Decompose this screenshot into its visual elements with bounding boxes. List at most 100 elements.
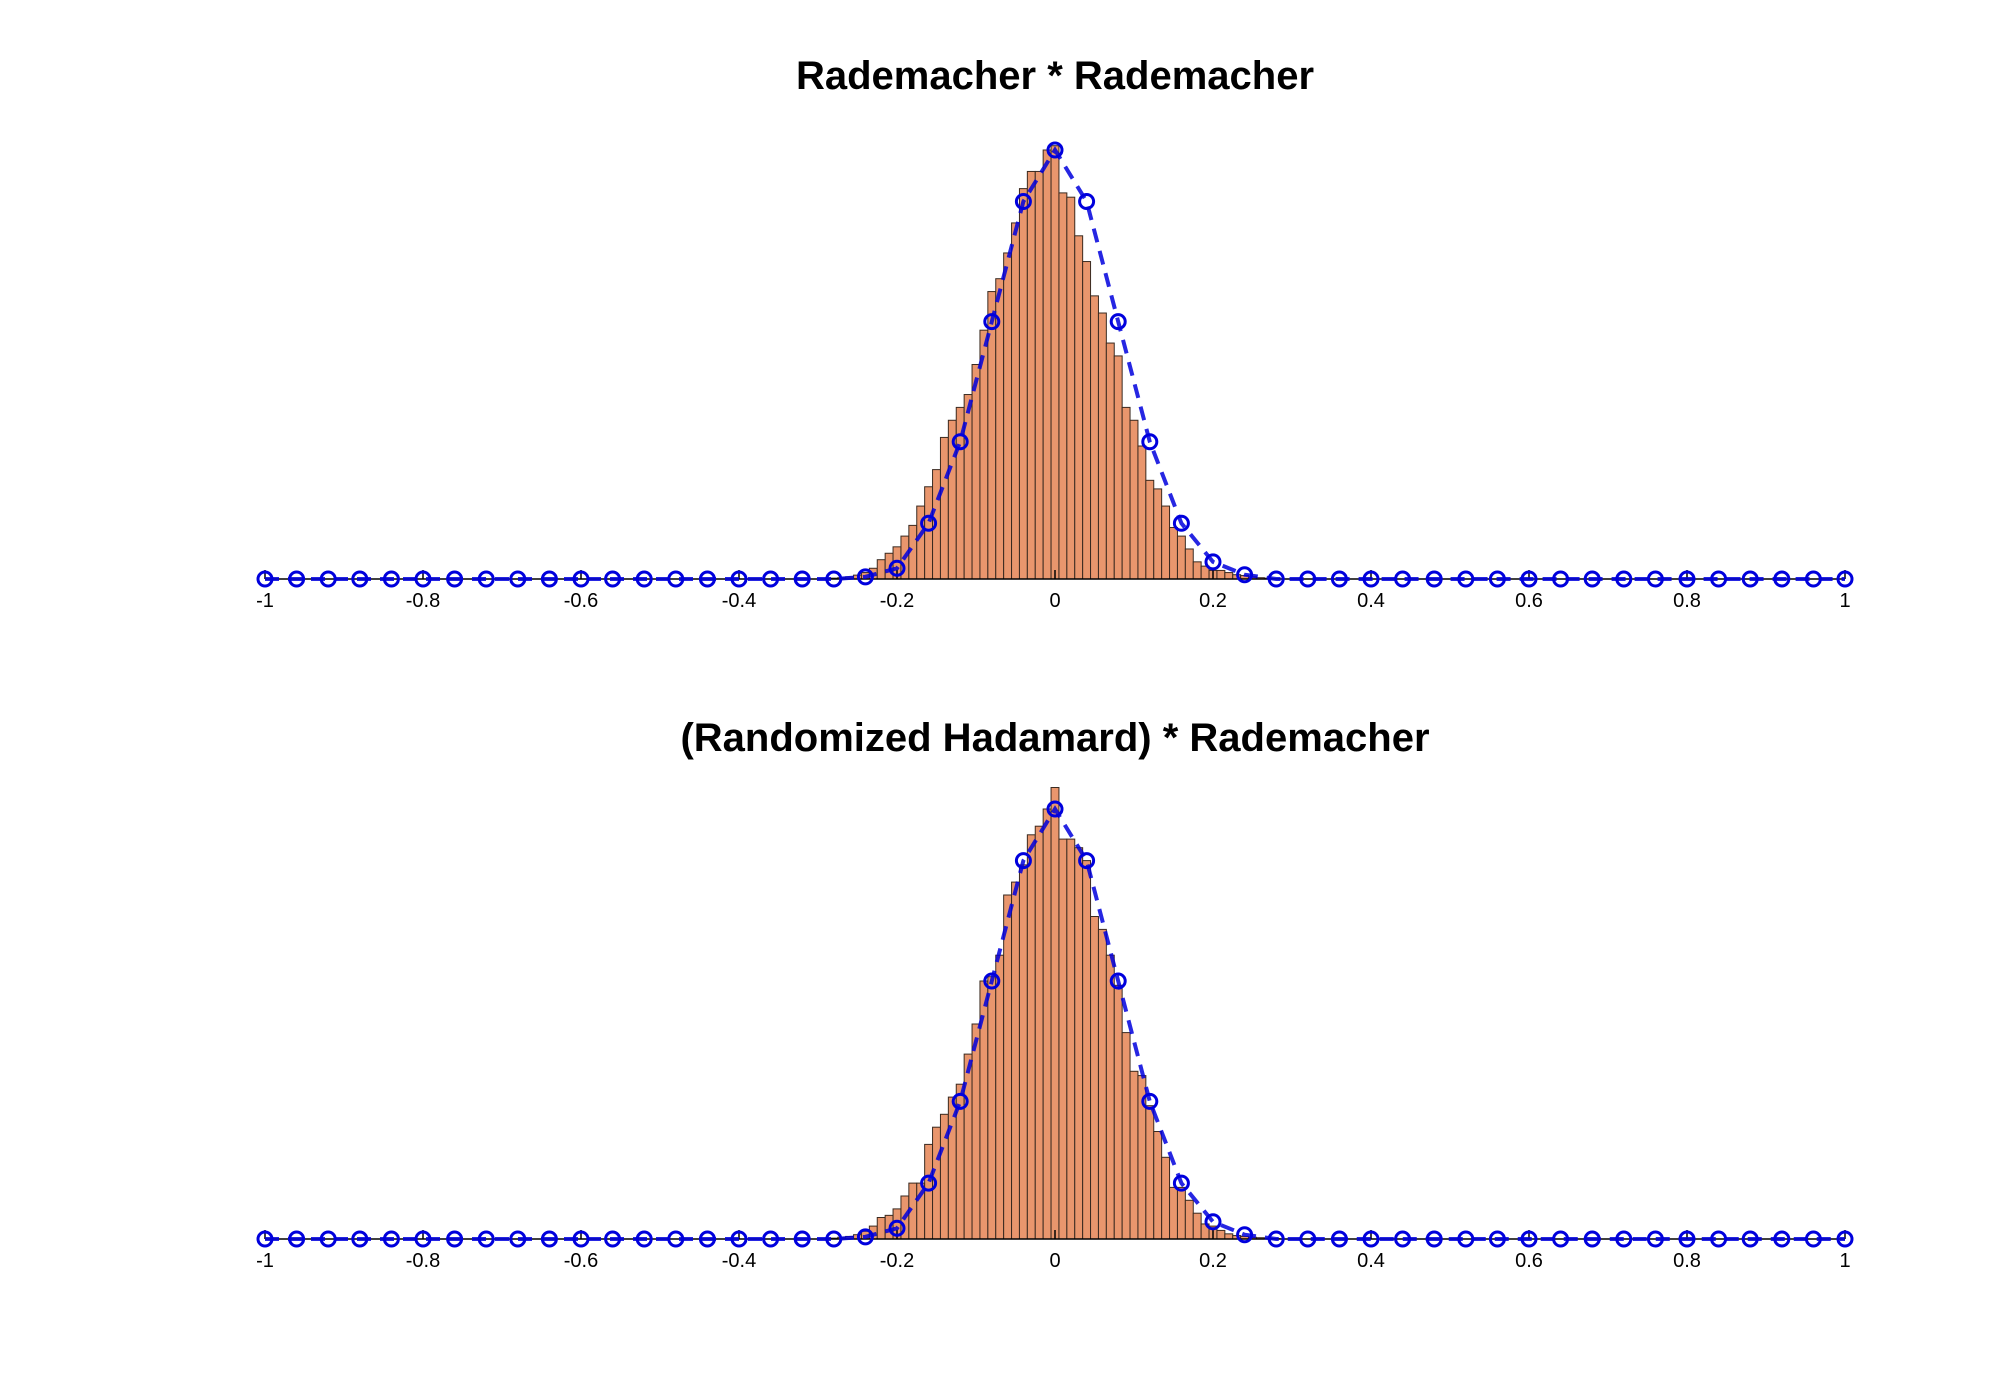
reference-marker xyxy=(983,972,1001,990)
x-tick-label: 0.8 xyxy=(1673,590,1701,612)
reference-marker xyxy=(1836,570,1854,588)
histogram-bar xyxy=(1161,505,1171,580)
reference-marker xyxy=(1552,570,1570,588)
reference-marker xyxy=(856,1228,874,1246)
histogram-bar xyxy=(1066,196,1076,580)
reference-marker xyxy=(1488,570,1506,588)
histogram-bar xyxy=(1129,419,1139,580)
x-tick-label: -0.2 xyxy=(880,590,914,612)
reference-marker xyxy=(1646,570,1664,588)
reference-marker xyxy=(667,1230,685,1248)
histogram-bar xyxy=(1145,479,1155,580)
reference-marker xyxy=(762,1230,780,1248)
x-tick-label: 0 xyxy=(1049,1250,1060,1272)
x-tick-label: 0.2 xyxy=(1199,590,1227,612)
x-tick-label: -0.8 xyxy=(406,590,440,612)
reference-marker xyxy=(951,433,969,451)
histogram-bar xyxy=(1176,535,1186,580)
reference-marker xyxy=(1141,433,1159,451)
reference-marker xyxy=(1804,1230,1822,1248)
reference-marker xyxy=(1362,1230,1380,1248)
histogram-bar xyxy=(1042,808,1052,1240)
x-tick-label: 0 xyxy=(1049,590,1060,612)
histogram-bar xyxy=(947,1096,957,1240)
reference-markers xyxy=(256,800,1854,1248)
reference-marker xyxy=(888,1219,906,1237)
reference-marker xyxy=(983,313,1001,331)
reference-marker xyxy=(572,570,590,588)
reference-marker xyxy=(1267,570,1285,588)
reference-marker xyxy=(1741,1230,1759,1248)
histogram-bar xyxy=(1018,188,1028,580)
reference-marker xyxy=(319,570,337,588)
reference-marker xyxy=(1773,570,1791,588)
histogram-bar xyxy=(1066,838,1076,1240)
reference-marker xyxy=(1299,1230,1317,1248)
reference-marker xyxy=(1615,1230,1633,1248)
histogram-bar xyxy=(1169,1186,1178,1240)
histogram-bar xyxy=(1169,527,1178,580)
reference-marker xyxy=(1014,852,1032,870)
histogram-bar xyxy=(1074,235,1084,580)
reference-marker xyxy=(951,1092,969,1110)
reference-marker xyxy=(793,1230,811,1248)
x-tick-label: 1 xyxy=(1839,590,1850,612)
reference-marker xyxy=(1773,1230,1791,1248)
histogram-bar xyxy=(1176,1186,1186,1240)
reference-marker xyxy=(856,568,874,586)
histogram-bar xyxy=(1011,881,1020,1240)
histogram-bar xyxy=(1145,1105,1155,1240)
histogram-bars xyxy=(829,787,1281,1240)
chart-panel-1: Rademacher * Rademacher -1 -0.8 -0.6 -0.4 -0.… xyxy=(256,54,1854,612)
reference-marker xyxy=(1014,192,1032,210)
reference-marker xyxy=(1583,1230,1601,1248)
reference-marker xyxy=(382,1230,400,1248)
reference-marker xyxy=(446,1230,464,1248)
reference-marker xyxy=(1109,972,1127,990)
histogram-bar xyxy=(1161,1156,1171,1240)
histogram-bar xyxy=(1003,252,1013,580)
reference-marker xyxy=(635,570,653,588)
reference-marker xyxy=(1236,1226,1254,1244)
histogram-bar xyxy=(1192,561,1202,580)
histogram-bar xyxy=(1090,295,1099,580)
reference-marker xyxy=(1741,570,1759,588)
reference-marker xyxy=(825,570,843,588)
histogram-bar xyxy=(1011,222,1020,580)
histogram-bar xyxy=(1113,984,1123,1240)
histogram-bar xyxy=(1058,192,1068,580)
histogram-bar xyxy=(1097,928,1107,1240)
reference-marker xyxy=(604,1230,622,1248)
reference-marker xyxy=(1109,313,1127,331)
histogram-bar xyxy=(876,559,886,580)
reference-marker xyxy=(888,559,906,577)
histogram-bar xyxy=(1224,572,1234,580)
x-tick-label: 1 xyxy=(1839,1250,1850,1272)
reference-marker xyxy=(477,1230,495,1248)
chart-title: (Randomized Hadamard) * Rademacher xyxy=(680,716,1429,760)
reference-marker xyxy=(730,1230,748,1248)
histogram-bar xyxy=(1097,312,1107,580)
reference-marker xyxy=(1330,570,1348,588)
histogram-bar xyxy=(1153,488,1163,580)
reference-marker xyxy=(1520,1230,1538,1248)
histogram-bar xyxy=(924,486,934,580)
reference-marker xyxy=(1457,1230,1475,1248)
histogram-bar xyxy=(1090,916,1099,1240)
histogram-bar xyxy=(1034,170,1044,580)
reference-marker xyxy=(1678,1230,1696,1248)
reference-marker xyxy=(1046,800,1064,818)
reference-marker xyxy=(351,1230,369,1248)
x-tick-label: -0.8 xyxy=(406,1250,440,1272)
histogram-bar xyxy=(1082,860,1092,1240)
reference-marker xyxy=(1552,1230,1570,1248)
reference-curve xyxy=(265,805,1845,1241)
reference-marker xyxy=(288,570,306,588)
x-tick-label: -0.4 xyxy=(722,590,756,612)
reference-marker xyxy=(698,1230,716,1248)
histogram-bar xyxy=(1216,569,1226,580)
histogram-bar xyxy=(1121,406,1131,580)
reference-marker xyxy=(604,570,622,588)
chart-panel-2: (Randomized Hadamard) * Rademacher -1 -0.8… xyxy=(256,716,1854,1272)
histogram-bar xyxy=(876,1217,886,1240)
